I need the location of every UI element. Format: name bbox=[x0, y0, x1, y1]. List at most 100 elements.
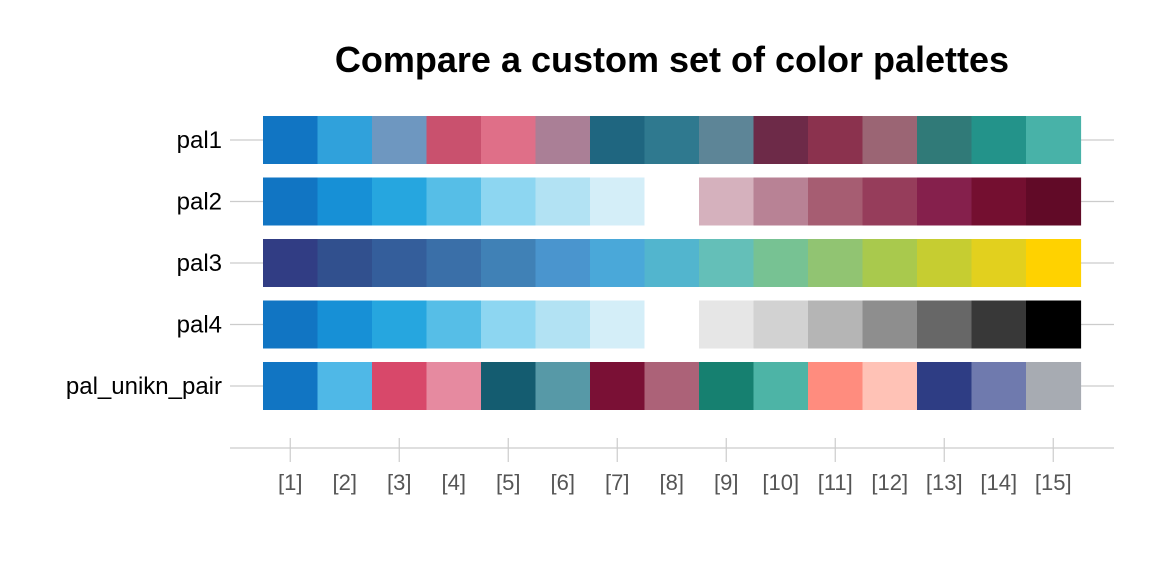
color-tile bbox=[263, 116, 319, 164]
color-tile bbox=[862, 177, 918, 226]
color-tile bbox=[590, 300, 646, 349]
row-label: pal4 bbox=[177, 312, 222, 339]
color-tile bbox=[644, 177, 700, 226]
color-tile bbox=[699, 116, 755, 164]
color-tile bbox=[372, 300, 428, 349]
row-label: pal3 bbox=[177, 250, 222, 277]
color-tile bbox=[971, 239, 1027, 287]
color-tile bbox=[862, 300, 918, 349]
color-tile bbox=[1026, 116, 1082, 164]
row-labels-layer: pal1 pal2 pal3 pal4 pal_unikn_pair bbox=[66, 127, 222, 400]
color-tile bbox=[808, 300, 864, 349]
x-tick-label: [8] bbox=[660, 470, 684, 495]
color-tile bbox=[317, 116, 373, 164]
x-tick-label: [15] bbox=[1035, 470, 1072, 495]
color-tile bbox=[535, 239, 591, 287]
color-tile bbox=[971, 300, 1027, 349]
color-tile bbox=[263, 239, 319, 287]
color-tile bbox=[644, 116, 700, 164]
x-tick-label: [1] bbox=[278, 470, 302, 495]
x-tick-label: [7] bbox=[605, 470, 629, 495]
color-tile bbox=[917, 362, 973, 410]
color-tile bbox=[917, 239, 973, 287]
color-tile bbox=[917, 116, 973, 164]
color-tile bbox=[535, 362, 591, 410]
color-tile bbox=[590, 362, 646, 410]
color-tile bbox=[372, 177, 428, 226]
tick-labels-layer: [1] [2] [3] [4] [5] [6] [7] [8] [9] [10] [11] [12] [… bbox=[278, 470, 1072, 495]
color-tile bbox=[481, 116, 537, 164]
color-tile bbox=[862, 239, 918, 287]
color-tile bbox=[426, 239, 482, 287]
color-tile bbox=[753, 300, 809, 349]
color-tile bbox=[1026, 300, 1082, 349]
color-tile bbox=[1026, 239, 1082, 287]
color-tile bbox=[372, 362, 428, 410]
color-tile bbox=[372, 116, 428, 164]
color-tile bbox=[481, 300, 537, 349]
color-tile bbox=[644, 239, 700, 287]
color-tile bbox=[1026, 177, 1082, 226]
color-tile bbox=[808, 116, 864, 164]
color-tile bbox=[263, 300, 319, 349]
color-tile bbox=[753, 362, 809, 410]
x-tick-label: [10] bbox=[762, 470, 799, 495]
color-tile bbox=[699, 239, 755, 287]
color-tile bbox=[699, 362, 755, 410]
color-tile bbox=[590, 239, 646, 287]
color-tile bbox=[699, 177, 755, 226]
color-tile bbox=[971, 177, 1027, 226]
color-tile bbox=[917, 177, 973, 226]
color-tile bbox=[917, 300, 973, 349]
color-tile bbox=[862, 116, 918, 164]
chart-title: Compare a custom set of color palettes bbox=[335, 39, 1009, 80]
color-tile bbox=[590, 177, 646, 226]
color-tile bbox=[426, 116, 482, 164]
row-label: pal1 bbox=[177, 127, 222, 154]
color-tile bbox=[481, 239, 537, 287]
x-tick-label: [14] bbox=[980, 470, 1017, 495]
x-tick-label: [5] bbox=[496, 470, 520, 495]
color-tile bbox=[372, 239, 428, 287]
color-tile bbox=[808, 362, 864, 410]
color-tile bbox=[317, 362, 373, 410]
x-tick-label: [2] bbox=[333, 470, 357, 495]
color-tile bbox=[644, 362, 700, 410]
color-tile bbox=[263, 177, 319, 226]
color-tile bbox=[1026, 362, 1082, 410]
color-tile bbox=[426, 300, 482, 349]
color-tiles-layer bbox=[263, 116, 1082, 410]
x-tick-label: [9] bbox=[714, 470, 738, 495]
row-label: pal_unikn_pair bbox=[66, 373, 222, 400]
color-tile bbox=[535, 300, 591, 349]
color-tile bbox=[862, 362, 918, 410]
color-tile bbox=[535, 116, 591, 164]
x-tick-label: [6] bbox=[551, 470, 575, 495]
color-tile bbox=[263, 362, 319, 410]
color-tile bbox=[699, 300, 755, 349]
x-tick-label: [11] bbox=[818, 470, 853, 495]
color-tile bbox=[317, 300, 373, 349]
x-tick-label: [13] bbox=[926, 470, 963, 495]
x-tick-label: [3] bbox=[387, 470, 411, 495]
x-tick-label: [12] bbox=[871, 470, 908, 495]
color-tile bbox=[808, 239, 864, 287]
color-tile bbox=[317, 177, 373, 226]
color-tile bbox=[317, 239, 373, 287]
color-tile bbox=[753, 116, 809, 164]
color-tile bbox=[426, 362, 482, 410]
color-tile bbox=[808, 177, 864, 226]
color-tile bbox=[753, 239, 809, 287]
row-label: pal2 bbox=[177, 189, 222, 216]
color-tile bbox=[971, 362, 1027, 410]
color-tile bbox=[481, 362, 537, 410]
color-tile bbox=[644, 300, 700, 349]
x-tick-label: [4] bbox=[442, 470, 466, 495]
color-tile bbox=[535, 177, 591, 226]
color-tile bbox=[971, 116, 1027, 164]
color-tile bbox=[481, 177, 537, 226]
color-tile bbox=[426, 177, 482, 226]
color-tile bbox=[753, 177, 809, 226]
color-tile bbox=[590, 116, 646, 164]
